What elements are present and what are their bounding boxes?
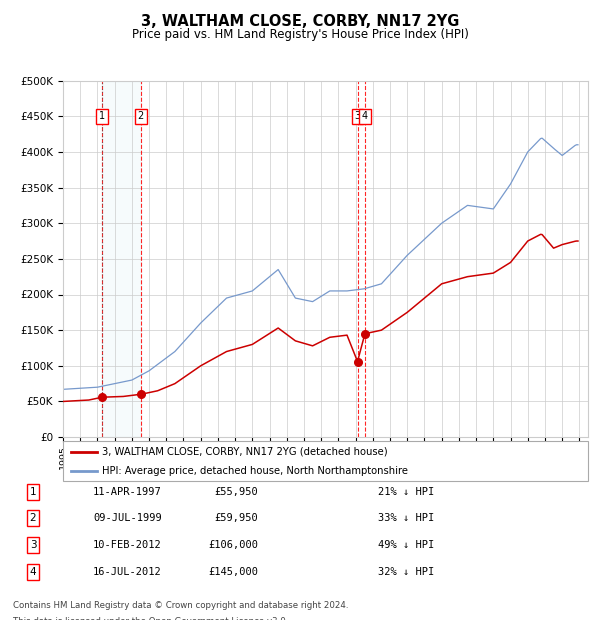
Text: 10-FEB-2012: 10-FEB-2012 xyxy=(93,540,162,550)
Text: £106,000: £106,000 xyxy=(208,540,258,550)
Text: 33% ↓ HPI: 33% ↓ HPI xyxy=(378,513,434,523)
Text: 11-APR-1997: 11-APR-1997 xyxy=(93,487,162,497)
Text: £59,950: £59,950 xyxy=(214,513,258,523)
Text: 3: 3 xyxy=(29,540,37,550)
Text: 49% ↓ HPI: 49% ↓ HPI xyxy=(378,540,434,550)
Text: 4: 4 xyxy=(29,567,37,577)
Text: 1: 1 xyxy=(99,111,106,122)
Text: 4: 4 xyxy=(362,111,368,122)
Text: 3: 3 xyxy=(355,111,361,122)
Text: 16-JUL-2012: 16-JUL-2012 xyxy=(93,567,162,577)
Text: 2: 2 xyxy=(137,111,144,122)
Text: This data is licensed under the Open Government Licence v3.0.: This data is licensed under the Open Gov… xyxy=(13,617,289,620)
Text: 3, WALTHAM CLOSE, CORBY, NN17 2YG (detached house): 3, WALTHAM CLOSE, CORBY, NN17 2YG (detac… xyxy=(103,447,388,457)
FancyBboxPatch shape xyxy=(63,441,588,481)
Text: Price paid vs. HM Land Registry's House Price Index (HPI): Price paid vs. HM Land Registry's House … xyxy=(131,28,469,41)
Text: 09-JUL-1999: 09-JUL-1999 xyxy=(93,513,162,523)
Text: 32% ↓ HPI: 32% ↓ HPI xyxy=(378,567,434,577)
Text: £55,950: £55,950 xyxy=(214,487,258,497)
Bar xyxy=(102,81,141,437)
Text: 1: 1 xyxy=(29,487,37,497)
Text: 3, WALTHAM CLOSE, CORBY, NN17 2YG: 3, WALTHAM CLOSE, CORBY, NN17 2YG xyxy=(141,14,459,29)
Text: HPI: Average price, detached house, North Northamptonshire: HPI: Average price, detached house, Nort… xyxy=(103,466,409,476)
Text: Contains HM Land Registry data © Crown copyright and database right 2024.: Contains HM Land Registry data © Crown c… xyxy=(13,601,349,611)
Text: 2: 2 xyxy=(29,513,37,523)
Text: 21% ↓ HPI: 21% ↓ HPI xyxy=(378,487,434,497)
Text: £145,000: £145,000 xyxy=(208,567,258,577)
